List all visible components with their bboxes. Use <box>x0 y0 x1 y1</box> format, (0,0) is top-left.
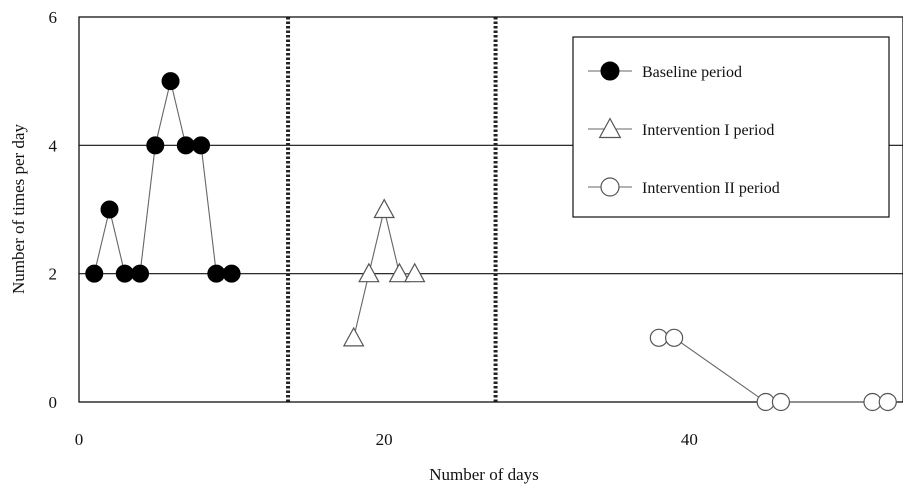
y-tick-label: 2 <box>49 265 58 284</box>
legend-marker-3 <box>600 177 620 197</box>
data-point <box>85 264 104 283</box>
y-tick-label: 0 <box>49 393 58 412</box>
y-tick-label: 6 <box>49 8 58 27</box>
data-point <box>131 264 150 283</box>
data-point <box>100 200 119 219</box>
data-point <box>176 136 195 155</box>
data-point <box>161 72 180 91</box>
x-axis-ticks: 0 20 40 <box>75 430 698 449</box>
data-point <box>649 328 668 347</box>
legend-marker-2 <box>598 117 622 139</box>
data-point <box>115 264 134 283</box>
data-point <box>403 262 426 283</box>
legend-label-2: Intervention I period <box>642 122 774 139</box>
data-point <box>863 392 882 412</box>
data-point <box>771 392 791 412</box>
data-point <box>146 136 165 155</box>
data-point <box>665 328 684 347</box>
series-markers <box>85 72 897 412</box>
data-point <box>878 392 897 412</box>
plot-frame <box>78 16 903 403</box>
x-tick-label: 20 <box>376 430 393 449</box>
series-line-3 <box>658 337 888 403</box>
data-point <box>373 198 395 219</box>
legend-marker-1 <box>600 61 620 81</box>
y-axis-title: Number of times per day <box>9 124 28 294</box>
data-point <box>388 262 411 283</box>
series-line-1 <box>93 81 232 275</box>
data-point <box>342 326 365 347</box>
data-point <box>207 264 226 283</box>
x-tick-label: 40 <box>681 430 698 449</box>
x-tick-label: 0 <box>75 430 84 449</box>
y-tick-label: 4 <box>49 136 58 155</box>
data-point <box>192 136 211 155</box>
legend: Baseline period Intervention I period Inte… <box>572 36 890 218</box>
legend-label-3: Intervention II period <box>642 180 780 197</box>
phase-dividers <box>286 17 498 402</box>
data-point <box>222 264 241 283</box>
data-point <box>358 262 380 283</box>
legend-label-1: Baseline period <box>642 64 742 81</box>
data-point <box>756 392 775 412</box>
x-axis-title: Number of days <box>429 465 539 484</box>
y-axis-ticks: 0 2 4 6 <box>49 8 58 412</box>
